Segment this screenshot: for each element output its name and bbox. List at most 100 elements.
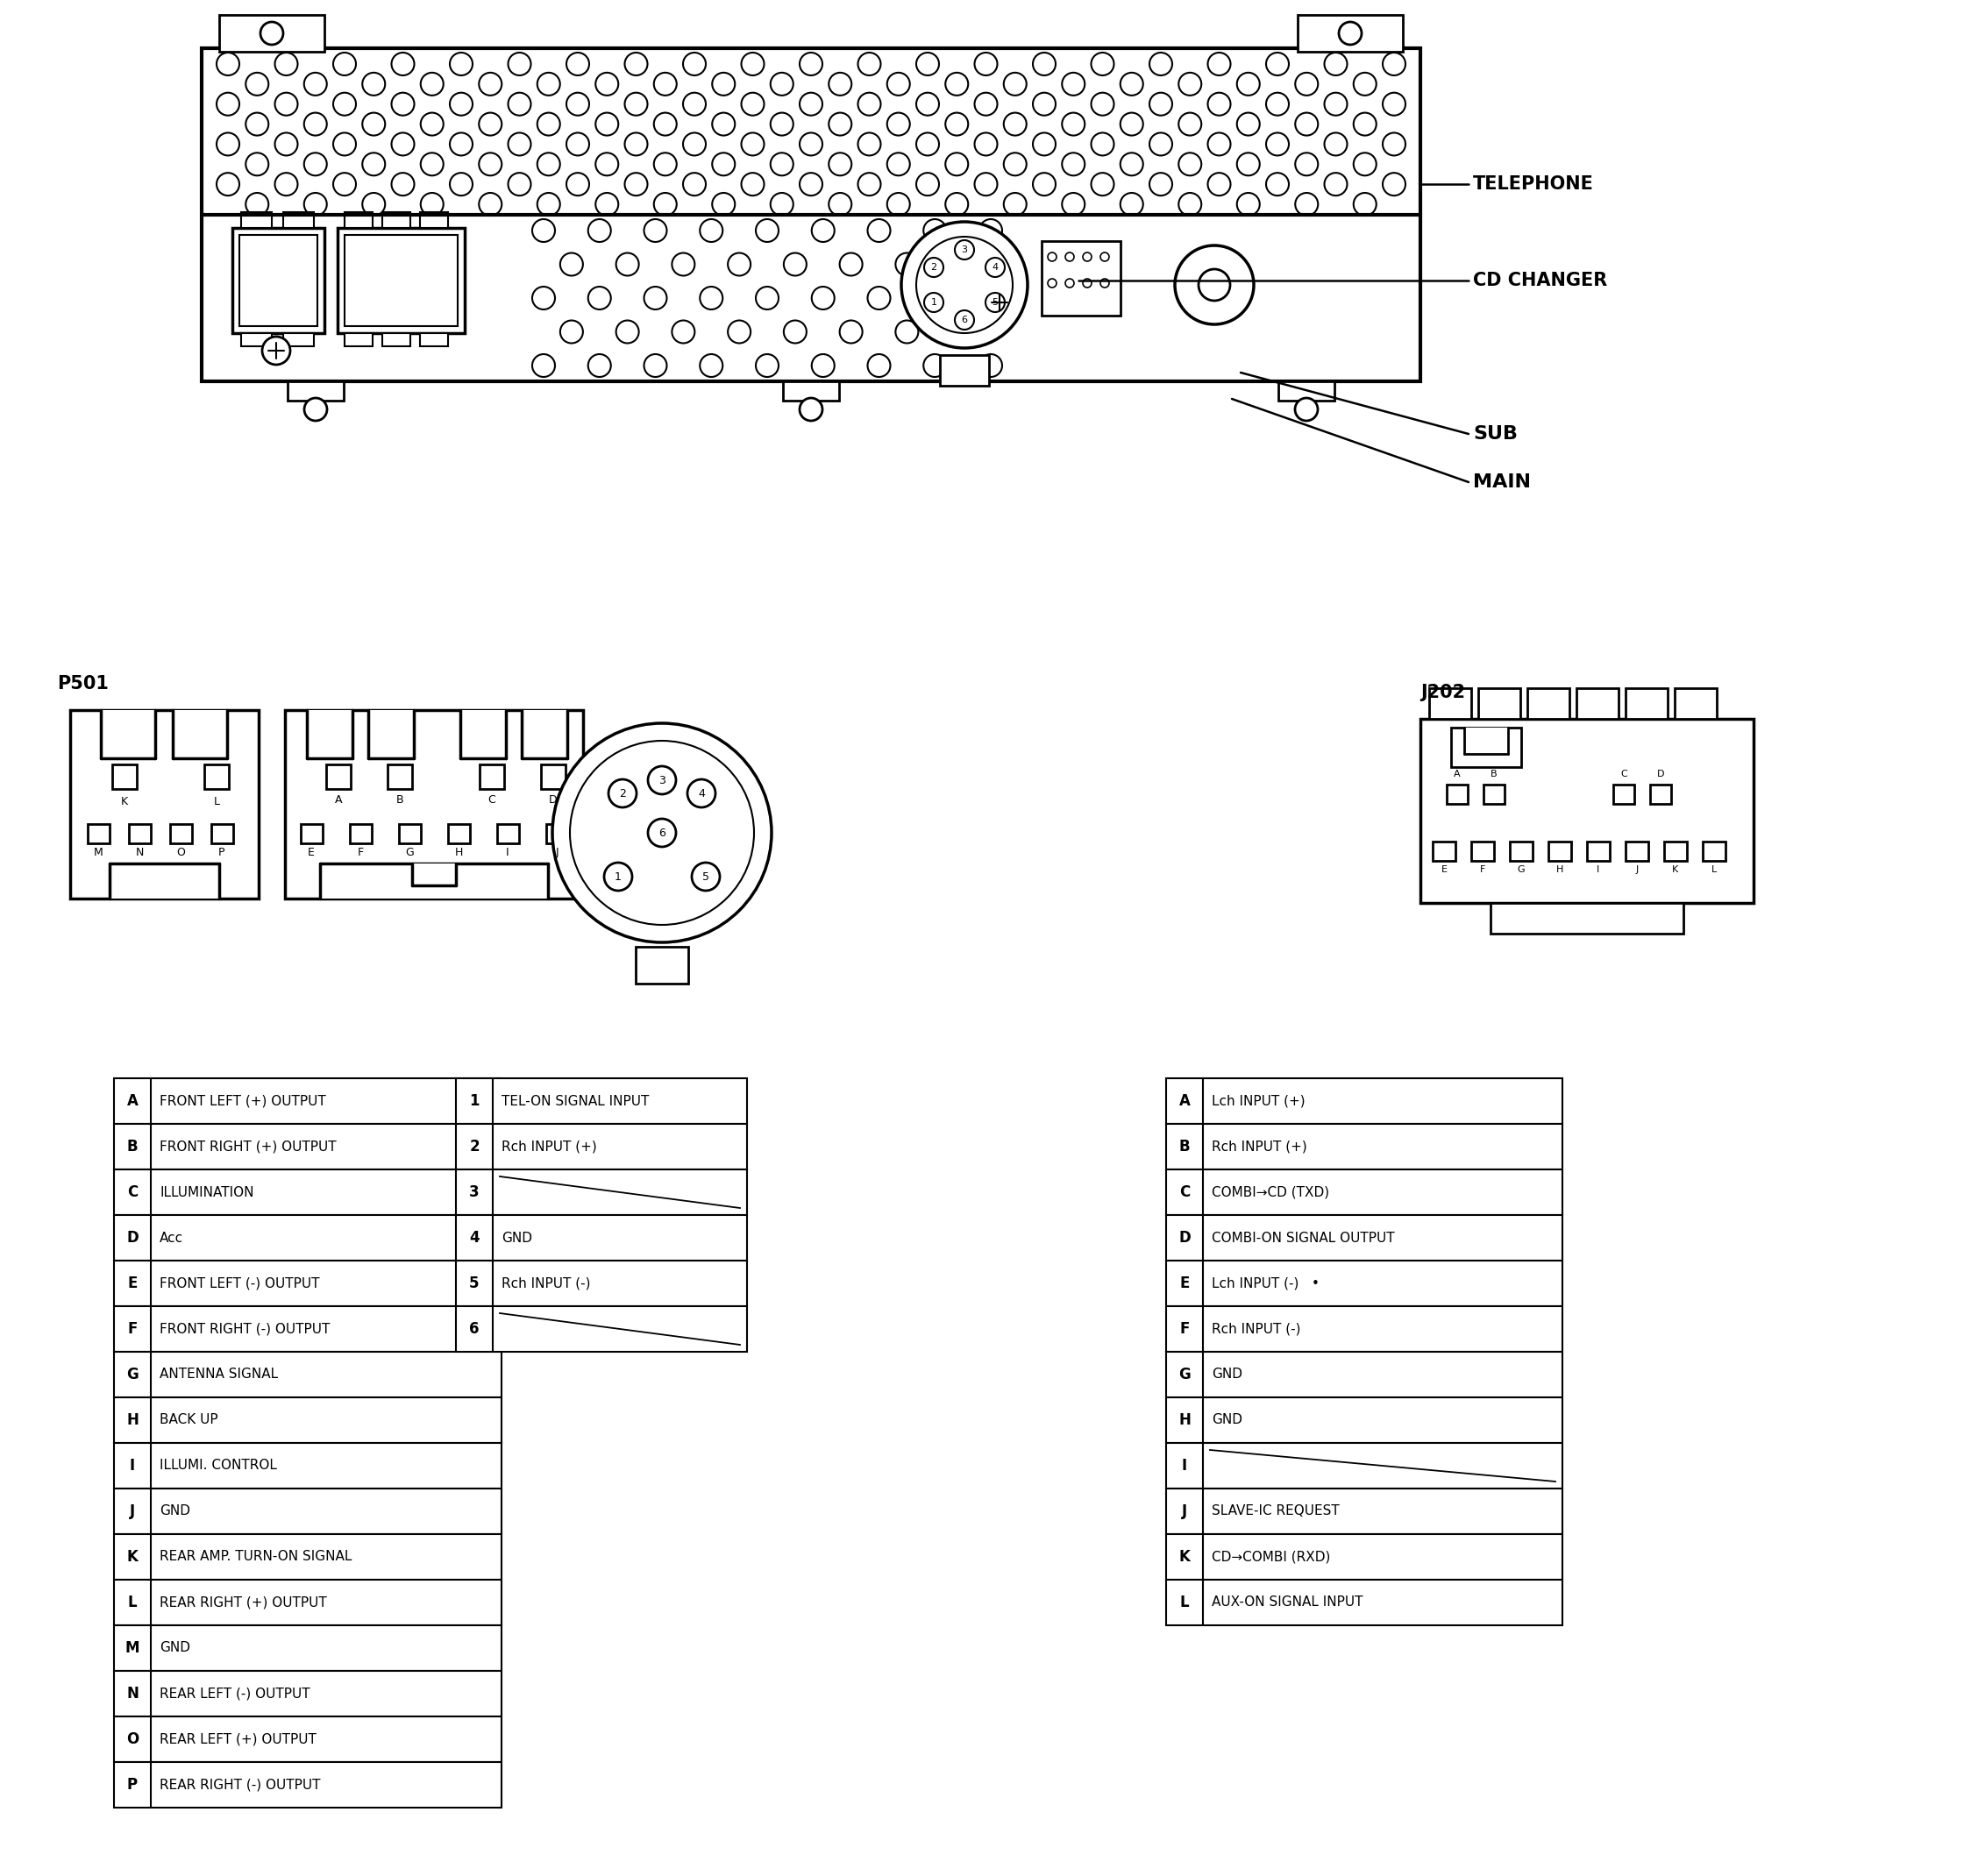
Text: 4: 4 [469, 1231, 479, 1246]
Text: I: I [131, 1458, 135, 1475]
Text: K: K [127, 1550, 138, 1565]
Circle shape [615, 253, 639, 276]
Text: MAIN: MAIN [1474, 473, 1531, 492]
Circle shape [728, 253, 750, 276]
Circle shape [1149, 173, 1173, 195]
Circle shape [811, 355, 835, 377]
Circle shape [985, 289, 1013, 317]
Bar [1586, 842, 1610, 861]
Circle shape [263, 336, 291, 364]
Circle shape [1383, 133, 1406, 156]
Bar [241, 212, 271, 227]
Circle shape [979, 355, 1003, 377]
Circle shape [682, 92, 706, 116]
Circle shape [566, 53, 589, 75]
Bar [202, 49, 1420, 381]
Text: P: P [218, 846, 225, 857]
Bar [285, 711, 584, 899]
Circle shape [570, 741, 754, 925]
Circle shape [245, 73, 269, 96]
Bar [1464, 728, 1507, 754]
Circle shape [508, 92, 530, 116]
Circle shape [886, 73, 910, 96]
Text: 2: 2 [469, 1139, 479, 1154]
Circle shape [1266, 173, 1290, 195]
Circle shape [771, 193, 793, 216]
Circle shape [332, 53, 356, 75]
Circle shape [508, 173, 530, 195]
Circle shape [1383, 92, 1406, 116]
Text: 5: 5 [993, 298, 999, 308]
Circle shape [886, 152, 910, 176]
Text: 6: 6 [659, 827, 665, 839]
Bar [115, 1079, 502, 1124]
Bar [239, 234, 316, 326]
Bar [115, 1625, 502, 1672]
Text: ILLUMINATION: ILLUMINATION [160, 1186, 253, 1199]
Circle shape [955, 240, 973, 259]
Circle shape [700, 219, 722, 242]
Bar [113, 764, 136, 790]
Circle shape [625, 92, 647, 116]
Circle shape [1100, 280, 1110, 287]
Circle shape [245, 113, 269, 135]
Bar [241, 334, 271, 347]
Text: D: D [1658, 769, 1663, 779]
Bar [344, 334, 372, 347]
Circle shape [449, 133, 473, 156]
Text: FRONT LEFT (-) OUTPUT: FRONT LEFT (-) OUTPUT [160, 1278, 320, 1291]
Circle shape [625, 133, 647, 156]
Circle shape [1296, 193, 1317, 216]
Circle shape [951, 321, 975, 343]
Text: A: A [1179, 1094, 1191, 1109]
Circle shape [587, 355, 611, 377]
Circle shape [756, 355, 779, 377]
Text: FRONT LEFT (+) OUTPUT: FRONT LEFT (+) OUTPUT [160, 1094, 326, 1107]
Circle shape [945, 73, 967, 96]
Circle shape [839, 253, 862, 276]
Circle shape [538, 113, 560, 135]
Circle shape [1066, 253, 1074, 261]
Circle shape [728, 321, 750, 343]
Circle shape [508, 53, 530, 75]
Circle shape [783, 253, 807, 276]
Text: Lch INPUT (-)   •: Lch INPUT (-) • [1213, 1278, 1319, 1291]
Bar [1430, 688, 1472, 719]
Circle shape [712, 113, 736, 135]
Bar [115, 1762, 502, 1808]
Circle shape [1266, 133, 1290, 156]
Circle shape [951, 253, 975, 276]
Bar [1167, 1488, 1563, 1535]
Circle shape [1179, 73, 1201, 96]
Bar [1167, 1079, 1563, 1124]
Circle shape [1325, 92, 1347, 116]
Circle shape [742, 53, 764, 75]
Circle shape [645, 219, 667, 242]
Circle shape [603, 863, 633, 891]
Circle shape [945, 152, 967, 176]
Circle shape [1120, 73, 1143, 96]
Circle shape [975, 133, 997, 156]
Bar [455, 1261, 748, 1306]
Bar [69, 711, 259, 899]
Circle shape [1003, 152, 1027, 176]
Circle shape [332, 92, 356, 116]
Circle shape [829, 113, 853, 135]
Circle shape [985, 257, 1005, 278]
Text: TELEPHONE: TELEPHONE [1474, 174, 1594, 193]
Bar [320, 863, 548, 899]
Circle shape [1296, 152, 1317, 176]
Bar [1491, 902, 1683, 934]
Bar [115, 1124, 502, 1169]
Circle shape [896, 321, 918, 343]
Circle shape [829, 73, 853, 96]
Circle shape [1120, 152, 1143, 176]
Circle shape [1236, 113, 1260, 135]
Circle shape [625, 53, 647, 75]
Circle shape [1383, 53, 1406, 75]
Text: H: H [127, 1413, 138, 1428]
Text: Rch INPUT (-): Rch INPUT (-) [1213, 1323, 1302, 1336]
Circle shape [552, 724, 771, 942]
Bar [115, 1717, 502, 1762]
Circle shape [1149, 133, 1173, 156]
